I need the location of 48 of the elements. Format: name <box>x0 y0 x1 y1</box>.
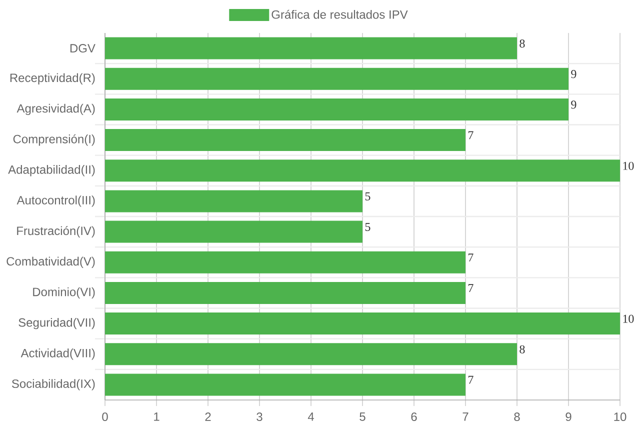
data-label: 5 <box>365 192 370 200</box>
y-tick-label: Comprensión(I) <box>13 134 95 146</box>
x-tick-label: 7 <box>462 412 468 421</box>
bar <box>105 98 569 120</box>
bar <box>105 37 518 60</box>
y-tick-label: Agresividad(A) <box>16 104 95 116</box>
bar <box>105 251 466 274</box>
bar <box>105 282 466 304</box>
bar <box>105 190 363 212</box>
x-tick-label: 3 <box>256 412 262 422</box>
x-tick-label: 2 <box>205 412 211 421</box>
x-tick-label: 8 <box>514 412 520 422</box>
y-tick-label: Autocontrol(III) <box>16 196 95 207</box>
data-label: 10 <box>623 162 634 170</box>
y-tick-label: Dominio(VI) <box>33 287 95 299</box>
x-tick-label: 6 <box>411 412 417 422</box>
y-tick-label: Adaptabilidad(II) <box>8 165 95 176</box>
bar <box>105 68 569 90</box>
y-tick-label: Frustración(IV) <box>17 226 95 238</box>
y-tick-label: Sociabilidad(IX) <box>12 379 95 390</box>
data-label: 9 <box>571 70 576 78</box>
bar <box>105 220 363 243</box>
bar <box>105 160 620 182</box>
x-tick-label: 0 <box>102 412 108 422</box>
data-label: 8 <box>520 345 525 354</box>
y-tick-label: Actividad(VIII) <box>20 348 95 360</box>
bar <box>105 374 466 396</box>
data-label: 7 <box>468 254 474 262</box>
bar <box>105 129 466 152</box>
legend-label: Gráfica de resultados IPV <box>272 10 408 19</box>
data-label: 7 <box>468 376 474 384</box>
data-label: 9 <box>571 100 576 109</box>
x-tick-label: 5 <box>360 412 366 421</box>
data-label: 7 <box>468 131 474 140</box>
data-label: 5 <box>365 222 370 231</box>
x-tick-label: 4 <box>308 412 314 421</box>
y-tick-label: Seguridad(VII) <box>18 318 95 330</box>
data-label: 7 <box>468 284 474 292</box>
bar <box>105 312 620 335</box>
data-label: 10 <box>623 314 634 323</box>
x-tick-label: 1 <box>154 412 160 421</box>
data-label: 8 <box>520 39 525 48</box>
y-tick-label: Combatividad(V) <box>6 256 95 268</box>
y-tick-label: DGV <box>70 44 96 53</box>
x-tick-label: 10 <box>614 412 626 422</box>
y-tick-label: Receptividad(R) <box>10 73 95 84</box>
bar <box>105 343 518 366</box>
x-tick-label: 9 <box>566 412 572 422</box>
